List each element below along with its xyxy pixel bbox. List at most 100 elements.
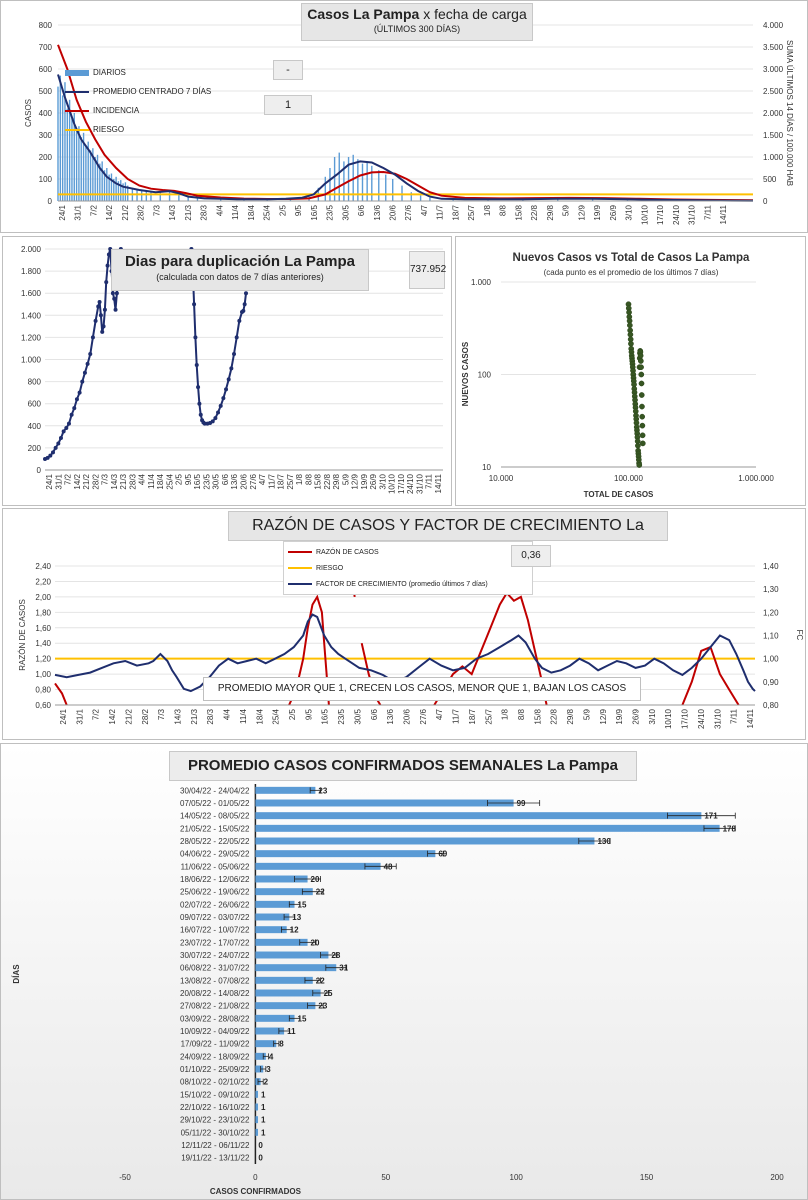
casos-xtick: 17/10 — [656, 204, 665, 225]
duplicacion-chart: 0 200 400 600 800 1.000 1.200 1.400 1.600 1.800 2.… — [21, 245, 443, 494]
sem-category-label: 09/07/22 - 03/07/22 — [180, 913, 250, 922]
dup-xtick: 25/4 — [165, 473, 174, 489]
dup-xtick: 27/6 — [249, 473, 258, 489]
dup-point — [243, 291, 248, 296]
sem-category-label: 21/05/22 - 15/05/22 — [180, 824, 250, 833]
casos-daily-bar — [452, 199, 454, 201]
scatter-ytick: 1.000 — [471, 278, 492, 287]
razon-xtick: 20/6 — [403, 708, 412, 724]
dup-point — [218, 403, 223, 408]
razon-rc-line — [681, 645, 740, 706]
sem-bar — [255, 900, 295, 908]
sem-value-label: 4 — [269, 1052, 274, 1061]
scatter-point — [639, 440, 646, 447]
legend-incidencia: INCIDENCIA — [65, 101, 211, 120]
dup-point — [74, 397, 79, 402]
dup-point — [210, 419, 215, 424]
sem-category-label: 03/09/22 - 28/08/22 — [180, 1014, 250, 1023]
casos-y2tick: 4.000 — [763, 21, 784, 30]
sem-bar — [255, 862, 381, 870]
dup-point — [114, 291, 119, 296]
casos-xtick: 13/6 — [373, 204, 382, 220]
casos-xtick: 22/8 — [530, 204, 539, 220]
scatter-point — [638, 364, 644, 371]
casos-daily-bar — [106, 168, 108, 201]
razon-rc-line — [54, 682, 68, 706]
casos-xtick: 14/2 — [105, 204, 114, 220]
casos-daily-bar — [329, 168, 331, 201]
scatter-point — [638, 392, 645, 398]
dup-xtick: 6/6 — [221, 473, 230, 485]
sem-value-label: 22 — [316, 976, 325, 985]
legend-riesgo: RIESGO — [65, 120, 211, 139]
casos-xtick: 24/10 — [672, 204, 681, 225]
sem-category-label: 11/06/22 - 05/06/22 — [181, 862, 250, 871]
razon-xtick: 19/9 — [615, 708, 624, 724]
legend-diarios: DIARIOS — [65, 63, 211, 82]
razon-legend-fc: FACTOR DE CRECIMIENTO (promedio últimos … — [288, 576, 528, 592]
scatter-point — [627, 331, 634, 338]
razon-rc-line — [288, 594, 330, 706]
razon-xtick: 27/6 — [419, 708, 428, 724]
casos-daily-bar — [385, 174, 387, 201]
sem-category-label: 23/07/22 - 17/07/22 — [180, 938, 250, 947]
dup-xtick: 3/10 — [378, 473, 387, 489]
casos-chart-panel: 0 100 200 300 400 500 600 700 800 0 500 1.000 1.500 2… — [0, 0, 808, 233]
razon-xtick: 17/10 — [681, 708, 690, 729]
casos-daily-bar — [108, 174, 110, 201]
razon-xtick: 7/11 — [730, 708, 739, 724]
razon-y2tick: 0,80 — [763, 701, 779, 710]
sem-value-label: 20 — [311, 875, 320, 884]
razon-y2tick: 1,30 — [763, 585, 779, 594]
dup-xtick: 28/2 — [91, 473, 100, 489]
casos-subtitle: (ÚLTIMOS 300 DÍAS) — [373, 24, 461, 34]
sem-bar — [255, 888, 313, 896]
sem-category-label: 15/10/22 - 09/10/22 — [180, 1090, 250, 1099]
dup-point — [194, 363, 199, 368]
sem-value-label: 99 — [517, 799, 526, 808]
sem-bar — [255, 812, 702, 820]
casos-daily-bar — [115, 176, 117, 201]
scatter-point — [635, 442, 641, 449]
razon-xtick: 21/3 — [190, 708, 199, 724]
casos-xtick: 3/10 — [625, 204, 634, 220]
casos-daily-bar — [220, 198, 222, 201]
razon-xtick: 14/3 — [174, 708, 183, 724]
legend-promedio: PROMEDIO CENTRADO 7 DÍAS — [65, 82, 211, 101]
sem-value-label: 48 — [384, 862, 393, 871]
duplicacion-title: Dias para duplicación La Pampa — [124, 253, 356, 270]
sem-bar — [255, 1128, 259, 1136]
sem-value-label: 23 — [318, 786, 327, 795]
sem-value-label: 0 — [258, 1141, 263, 1150]
dup-point — [100, 329, 105, 334]
dup-point — [226, 377, 231, 382]
casos-promedio-line — [57, 74, 754, 202]
dup-point — [53, 445, 58, 450]
dup-point — [64, 426, 69, 431]
casos-xtick: 16/5 — [310, 204, 319, 220]
casos-daily-bar — [378, 170, 380, 201]
semanales-title-box: PROMEDIO CASOS CONFIRMADOS SEMANALES La … — [169, 751, 637, 781]
casos-y2tick: 1.500 — [763, 131, 784, 140]
razon-xtick: 30/5 — [353, 708, 362, 724]
dup-point — [216, 410, 221, 415]
sem-value-label: 25 — [324, 989, 333, 998]
sem-category-label: 18/06/22 - 12/06/22 — [180, 875, 250, 884]
sem-category-label: 27/08/22 - 21/08/22 — [180, 1002, 250, 1011]
sem-value-label: 28 — [331, 951, 340, 960]
dup-ytick: 1.400 — [21, 311, 42, 320]
dup-point — [241, 308, 246, 313]
casos-ytick: 0 — [48, 197, 53, 206]
casos-xtick: 6/6 — [357, 204, 366, 216]
casos-daily-bar — [101, 161, 103, 201]
sem-category-label: 04/06/22 - 29/05/22 — [180, 850, 250, 859]
sem-category-label: 16/07/22 - 10/07/22 — [180, 926, 250, 935]
dup-xtick: 12/9 — [351, 473, 360, 489]
dup-xtick: 9/5 — [184, 473, 193, 485]
razon-legend-rc: RAZÓN DE CASOS — [288, 544, 528, 560]
razon-y2tick: 1,00 — [763, 655, 779, 664]
razon-xtick: 13/6 — [386, 708, 395, 724]
razon-xtick: 14/2 — [108, 708, 117, 724]
dup-xtick: 22/8 — [323, 473, 332, 489]
dup-xtick: 31/10 — [415, 473, 424, 494]
